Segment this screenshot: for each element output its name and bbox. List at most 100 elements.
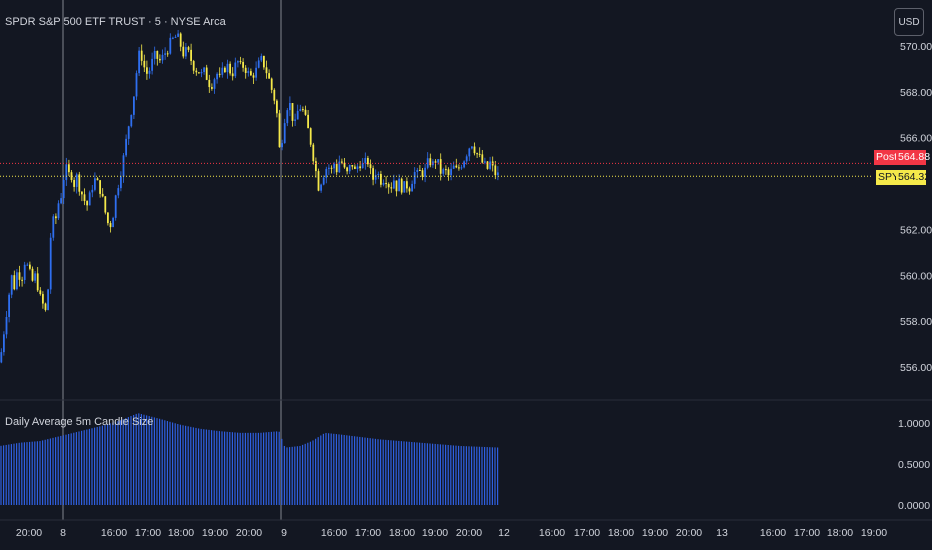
candle-body — [364, 157, 367, 164]
indicator-bar — [346, 435, 348, 505]
candle-body — [166, 53, 169, 55]
candle-body — [23, 264, 26, 280]
indicator-bar — [278, 431, 280, 505]
indicator-bar — [237, 432, 239, 505]
indicator-bar — [13, 443, 15, 505]
indicator-bar — [359, 436, 361, 505]
indicator-axis[interactable]: 1.0000 0.5000 0.0000 — [898, 418, 930, 512]
candle-body — [437, 159, 439, 163]
time-axis[interactable]: 20:00 8 16:00 17:00 18:00 19:00 20:00 9 16:00 17:… — [16, 527, 887, 539]
indicator-bar — [450, 445, 452, 505]
indicator-bar — [70, 433, 72, 505]
indicator-bar — [463, 446, 465, 505]
candle-body — [270, 78, 273, 90]
candle-body — [447, 169, 450, 176]
candle-body — [380, 173, 382, 185]
indicator-bar — [166, 421, 168, 505]
indicator-bar — [179, 424, 181, 505]
candle-body — [450, 168, 452, 176]
last-tag-value: 564.32 — [896, 170, 931, 185]
candle-body — [452, 165, 455, 169]
candle-body — [211, 87, 213, 89]
indicator-bar — [364, 437, 366, 505]
candle-body — [81, 191, 83, 195]
indicator-bar — [57, 436, 59, 505]
indicator-bar — [351, 435, 353, 505]
candle-body — [369, 164, 372, 169]
indicator-bar — [328, 433, 330, 505]
candle-body — [70, 172, 73, 181]
indicator-bar — [273, 431, 275, 505]
indicator-bar — [101, 425, 103, 505]
indicator-bar — [0, 445, 2, 505]
candle-body — [86, 201, 88, 206]
indicator-bar — [16, 443, 18, 505]
indicator-bar — [226, 431, 228, 505]
indicator-bar — [203, 429, 205, 505]
indicator-bar — [125, 418, 127, 505]
indicator-bar — [315, 438, 317, 505]
candle-body — [348, 164, 351, 172]
candle-body — [445, 169, 447, 171]
candle-body — [125, 138, 127, 156]
indicator-bar — [138, 413, 140, 505]
indicator-bar — [338, 434, 340, 505]
indicator-bar — [320, 435, 322, 505]
time-tick-label: 17:00 — [135, 527, 161, 539]
currency-button[interactable]: USD — [894, 8, 924, 36]
candle-body — [426, 158, 429, 168]
time-tick-label: 17:00 — [794, 527, 820, 539]
candle-body — [42, 294, 44, 304]
indicator-bar — [445, 444, 447, 505]
price-tick-label: 568.00 — [900, 87, 932, 99]
candle-body — [3, 334, 5, 353]
candle-body — [387, 184, 390, 188]
candle-body — [148, 70, 151, 74]
indicator-bar — [257, 432, 259, 505]
candle-body — [234, 62, 237, 77]
candle-body — [455, 165, 458, 168]
indicator-bar — [86, 429, 88, 505]
indicator-bar — [263, 432, 265, 505]
candle-body — [239, 61, 242, 63]
indicator-bar — [343, 434, 345, 505]
candle-body — [403, 181, 406, 193]
indicator-bar — [361, 437, 363, 505]
candle-body — [135, 73, 138, 97]
time-tick-label: 17:00 — [574, 527, 600, 539]
candle-body — [60, 198, 62, 204]
indicator-bar — [260, 432, 262, 505]
time-tick-label: 18:00 — [168, 527, 194, 539]
time-tick-label: 20:00 — [676, 527, 702, 539]
indicator-bar — [471, 446, 473, 505]
candle-body — [260, 55, 263, 61]
indicator-bar — [211, 430, 213, 505]
candle-body — [291, 103, 294, 121]
candle-body — [484, 161, 486, 163]
indicator-bar — [198, 428, 200, 505]
candle-body — [304, 109, 307, 115]
indicator-bar — [117, 421, 119, 505]
indicator-bar — [465, 446, 467, 505]
indicator-bar — [36, 441, 38, 505]
price-tick-label: 558.00 — [900, 316, 932, 328]
candle-body — [31, 268, 34, 281]
candle-body — [195, 70, 198, 73]
candle-body — [416, 169, 419, 172]
candle-body — [107, 212, 109, 224]
indicator-bar — [455, 445, 457, 505]
price-axis[interactable]: 570.00 568.00 566.00 562.00 560.00 558.00 556.… — [900, 41, 932, 374]
candle-body — [21, 279, 23, 281]
candle-body — [481, 154, 484, 163]
candle-body — [226, 63, 229, 73]
indicator-title: Daily Average 5m Candle Size — [5, 416, 153, 428]
price-tick-label: 562.00 — [900, 224, 932, 236]
indicator-bar — [174, 423, 176, 505]
indicator-bar — [354, 436, 356, 505]
time-tick-label: 17:00 — [355, 527, 381, 539]
indicator-bar — [39, 441, 41, 505]
indicator-bar — [439, 444, 441, 505]
candle-body — [73, 180, 75, 187]
indicator-bar — [234, 432, 236, 505]
